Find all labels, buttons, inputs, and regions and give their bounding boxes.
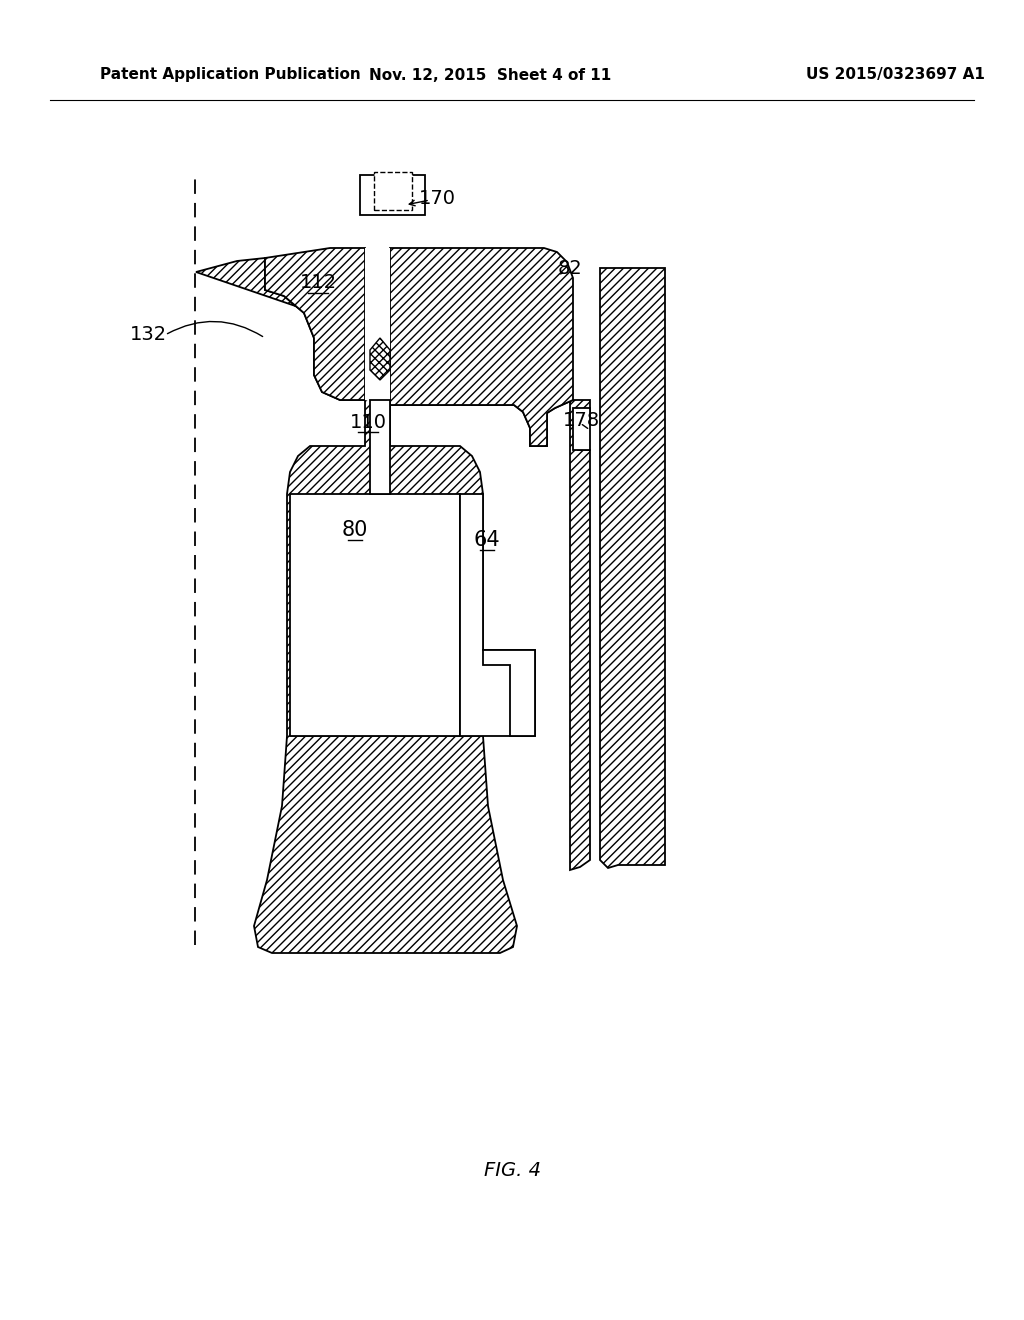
Text: 82: 82 <box>558 259 583 277</box>
Polygon shape <box>483 649 535 737</box>
Text: 110: 110 <box>349 412 386 432</box>
Text: 80: 80 <box>342 520 369 540</box>
Text: Nov. 12, 2015  Sheet 4 of 11: Nov. 12, 2015 Sheet 4 of 11 <box>369 67 611 82</box>
Bar <box>360 176 425 215</box>
Text: 178: 178 <box>563 411 600 429</box>
Polygon shape <box>390 248 573 446</box>
Polygon shape <box>573 408 590 450</box>
Polygon shape <box>365 248 390 405</box>
Polygon shape <box>290 494 460 737</box>
Polygon shape <box>370 338 390 380</box>
Polygon shape <box>370 400 390 494</box>
Polygon shape <box>460 494 535 737</box>
Text: 64: 64 <box>474 531 501 550</box>
Text: 170: 170 <box>419 189 456 207</box>
Bar <box>374 172 412 210</box>
Polygon shape <box>600 268 665 869</box>
Text: Patent Application Publication: Patent Application Publication <box>100 67 360 82</box>
Polygon shape <box>265 248 365 400</box>
Text: 132: 132 <box>129 326 167 345</box>
Polygon shape <box>196 257 590 953</box>
Polygon shape <box>290 494 483 737</box>
Bar <box>365 248 390 400</box>
Text: 112: 112 <box>299 273 337 293</box>
Text: FIG. 4: FIG. 4 <box>483 1160 541 1180</box>
Text: US 2015/0323697 A1: US 2015/0323697 A1 <box>806 67 984 82</box>
